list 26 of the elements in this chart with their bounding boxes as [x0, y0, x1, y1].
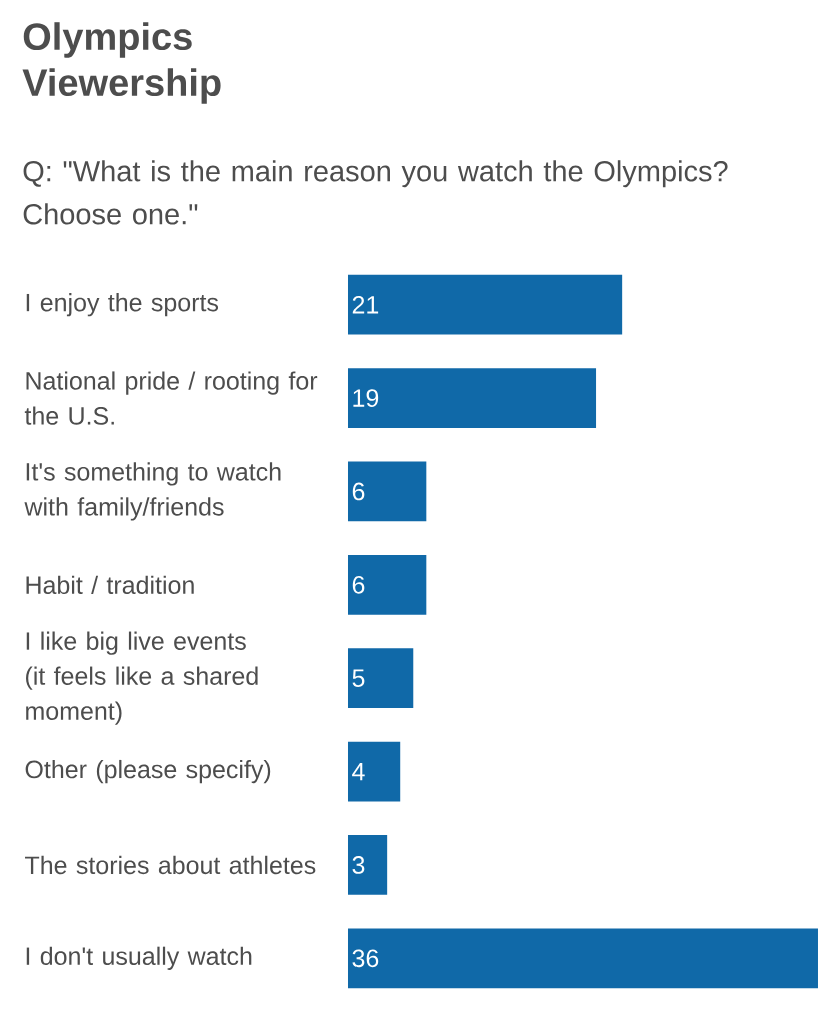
y-tick-label: Habit / tradition — [26, 575, 194, 595]
y-tick-label: Other (please specify) — [25, 759, 271, 784]
y-tick-label: I like big live events (it feels like a shared moment) — [26, 631, 258, 725]
y-tick-label: I enjoy the sports — [26, 293, 219, 317]
bar — [347, 928, 818, 989]
data-label: 5 — [352, 669, 365, 687]
y-tick-label: I don't usually watch — [26, 946, 252, 970]
bar — [347, 461, 427, 522]
data-label: 4 — [352, 762, 365, 781]
data-label: 6 — [352, 575, 365, 594]
data-label: 6 — [352, 482, 365, 501]
y-tick-label: The stories about athletes — [25, 855, 316, 875]
data-label: 3 — [352, 856, 365, 874]
y-tick-label: National pride / rooting for the U.S. — [24, 371, 318, 425]
data-label: 19 — [353, 389, 379, 407]
chart-title: Olympics Viewership — [22, 22, 221, 104]
bar — [347, 554, 427, 615]
bar — [347, 741, 401, 802]
y-tick-label: It's something to watch with family/friends — [24, 462, 281, 521]
data-label: 36 — [352, 949, 379, 968]
data-label: 21 — [352, 295, 379, 314]
bar — [347, 835, 388, 895]
bar — [347, 368, 597, 428]
chart-subtitle: Q: "What is the main reason you watch the Olympics? Choose one." — [23, 160, 728, 225]
bar — [347, 648, 414, 709]
bar — [347, 274, 623, 335]
